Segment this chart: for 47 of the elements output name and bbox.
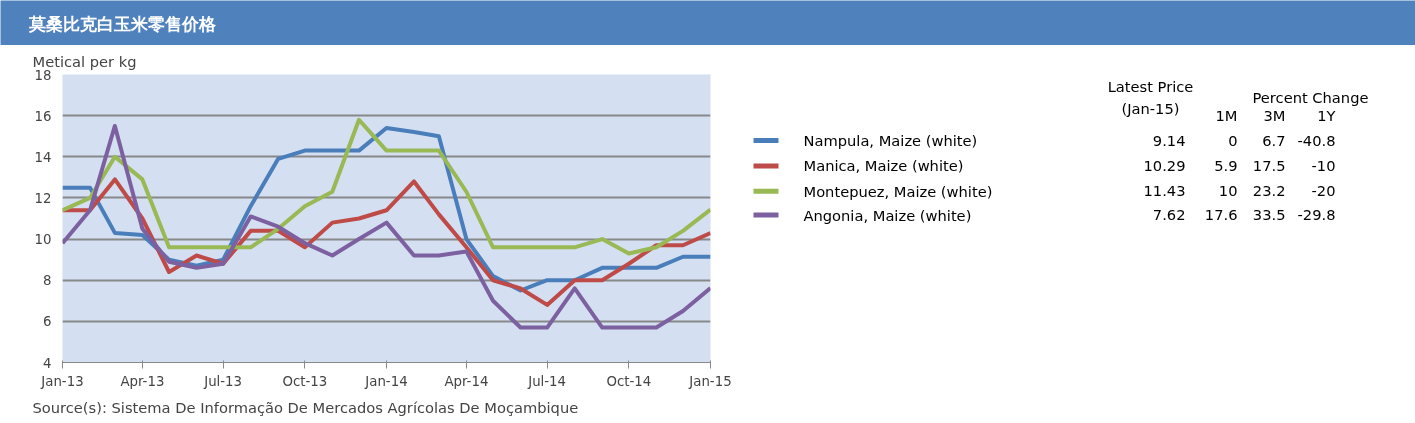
text: 5.9: [1214, 156, 1238, 174]
chart-title: 莫桑比克白玉米零售价格: [27, 13, 217, 34]
text: 7.62: [1152, 206, 1186, 224]
x-tick-label: Oct-14: [606, 373, 652, 389]
text: 10.29: [1143, 156, 1186, 174]
y-tick-label: 18: [34, 67, 52, 83]
text: 0: [1228, 131, 1238, 149]
text: 1M: [1215, 107, 1238, 125]
text: 3M: [1263, 107, 1286, 125]
x-tick-label: Jan-15: [688, 373, 732, 389]
x-tick-label: Apr-13: [120, 373, 165, 389]
text: 33.5: [1252, 206, 1286, 224]
text: 9.14: [1152, 131, 1186, 149]
text: 10: [1218, 182, 1238, 200]
y-tick-label: 6: [43, 314, 52, 330]
y-tick-label: 4: [43, 355, 52, 371]
text: -40.8: [1297, 131, 1336, 149]
text: -29.8: [1297, 206, 1336, 224]
text: Latest Price (Jan-15): [1107, 77, 1194, 118]
y-tick-label: 12: [34, 190, 52, 206]
source-note: Source(s): Sistema De Informação De Mercados Agrícolas De Moçambique: [32, 398, 579, 416]
text: -20: [1311, 182, 1336, 200]
y-tick-label: 14: [34, 149, 52, 165]
y-tick-label: 8: [43, 273, 52, 289]
x-tick-label: Apr-14: [444, 373, 489, 389]
text: 17.5: [1252, 156, 1286, 174]
y-axis-title: Metical per kg: [32, 52, 137, 70]
text: Percent Change: [1252, 89, 1369, 107]
y-tick-label: 10: [34, 232, 52, 248]
text: -10: [1311, 156, 1336, 174]
legend-label: Nampula, Maize (white): [803, 132, 978, 150]
x-tick-label: Jan-14: [364, 373, 408, 389]
legend-label: Manica, Maize (white): [803, 157, 964, 175]
x-tick-label: Oct-13: [282, 373, 328, 389]
text: 11.43: [1143, 182, 1186, 200]
legend-label: Montepuez, Maize (white): [803, 182, 993, 200]
text: 1Y: [1317, 107, 1336, 125]
text: 23.2: [1252, 182, 1286, 200]
x-tick-label: Jan-13: [40, 373, 84, 389]
line-series: [62, 117, 711, 256]
text: 6.7: [1262, 131, 1286, 149]
x-tick-label: Jul-14: [527, 373, 567, 389]
legend-label: Angonia, Maize (white): [803, 206, 972, 224]
x-tick-label: Jul-13: [203, 373, 243, 389]
line-series: [62, 123, 711, 330]
text: 17.6: [1204, 206, 1238, 224]
y-tick-label: 16: [34, 108, 52, 124]
